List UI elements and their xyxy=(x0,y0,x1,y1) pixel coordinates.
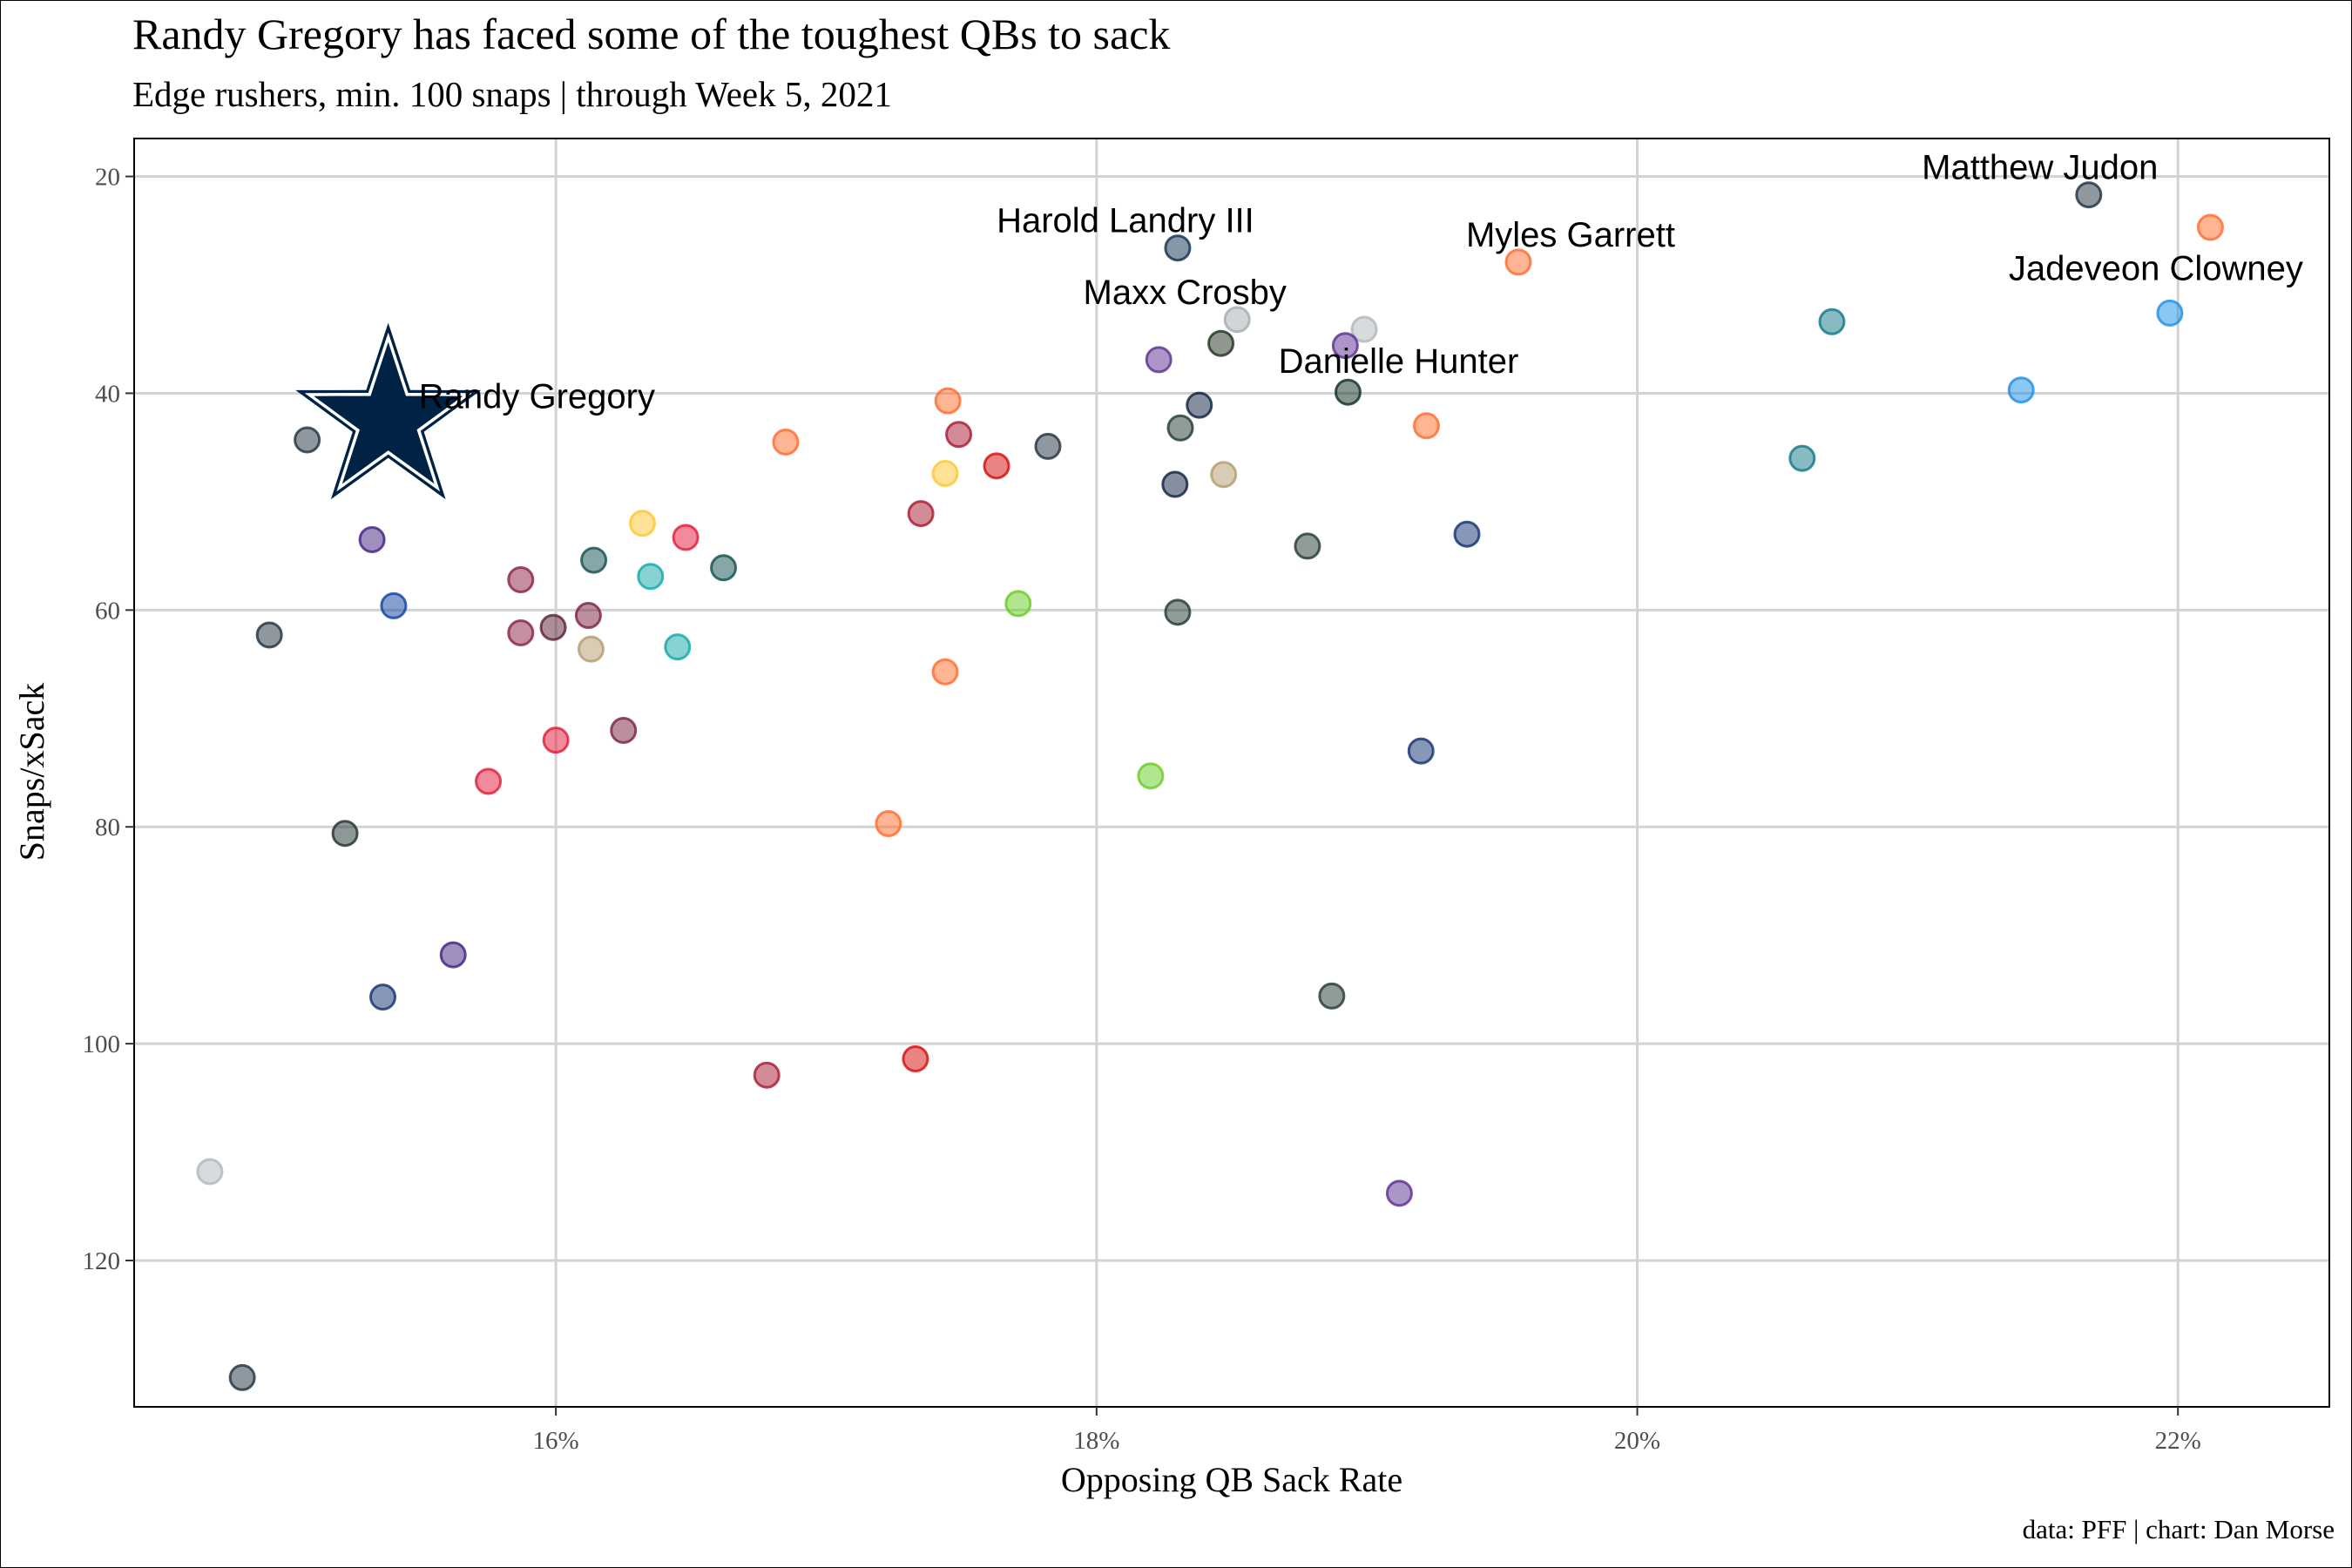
data-point xyxy=(228,1363,256,1391)
y-axis-title: Snaps/xSack xyxy=(12,683,51,861)
y-tick-label: 60 xyxy=(95,597,120,625)
data-point xyxy=(2007,376,2035,404)
data-point xyxy=(358,525,386,553)
data-point xyxy=(580,546,608,574)
x-tick-label: 18% xyxy=(1073,1427,1119,1455)
data-point xyxy=(294,426,321,454)
axis-ticks: 16% 18% 20% 22% 20 40 60 80 100 120 xyxy=(83,164,2201,1455)
data-point xyxy=(255,621,283,649)
data-point xyxy=(380,591,408,619)
data-point xyxy=(1407,737,1435,765)
data-point xyxy=(610,716,638,744)
data-point xyxy=(931,460,959,488)
data-point xyxy=(983,452,1010,480)
data-point xyxy=(1166,414,1194,442)
data-point xyxy=(2156,299,2184,327)
data-point xyxy=(331,820,359,848)
y-tick-label: 80 xyxy=(95,814,120,841)
data-point xyxy=(628,510,656,537)
data-point xyxy=(1331,332,1359,360)
data-point xyxy=(1818,308,1846,335)
data-point xyxy=(577,635,605,663)
data-point xyxy=(664,633,692,661)
data-point xyxy=(507,565,535,593)
point-label: Maxx Crosby xyxy=(1084,274,1287,312)
data-points xyxy=(196,181,2224,1391)
data-point xyxy=(539,613,567,641)
data-point xyxy=(672,524,700,551)
x-tick-label: 20% xyxy=(1614,1427,1660,1455)
data-point xyxy=(1161,470,1189,498)
data-point xyxy=(475,767,503,795)
chart-title: Randy Gregory has faced some of the toug… xyxy=(132,10,1171,58)
point-label: Danielle Hunter xyxy=(1279,342,1519,381)
point-label: Matthew Judon xyxy=(1922,149,2158,187)
data-point xyxy=(753,1061,781,1089)
data-point xyxy=(902,1045,929,1073)
x-tick-label: 16% xyxy=(533,1427,579,1455)
data-point xyxy=(1004,590,1032,618)
data-point xyxy=(637,563,665,591)
highlight-star-icon-core xyxy=(314,341,463,484)
data-point xyxy=(1334,378,1362,406)
y-tick-label: 40 xyxy=(95,380,120,408)
x-tick-label: 22% xyxy=(2155,1427,2201,1455)
data-point xyxy=(1318,982,1346,1010)
data-point xyxy=(369,983,397,1011)
point-label: Randy Gregory xyxy=(419,378,655,416)
data-point xyxy=(1223,306,1251,334)
data-point xyxy=(1453,520,1481,548)
point-label: Jadeveon Clowney xyxy=(2009,249,2303,287)
y-tick-label: 100 xyxy=(83,1031,121,1058)
data-point xyxy=(1210,461,1238,489)
chart-caption: data: PFF | chart: Dan Morse xyxy=(2022,1514,2335,1544)
data-point xyxy=(507,618,535,646)
data-point xyxy=(875,809,902,837)
data-point xyxy=(2075,181,2103,209)
data-point xyxy=(1788,444,1816,472)
data-point xyxy=(1164,598,1192,626)
gridlines xyxy=(134,139,2329,1407)
data-point xyxy=(945,421,973,449)
data-point xyxy=(196,1158,224,1186)
data-point xyxy=(1034,432,1062,460)
point-label: Harold Landry III xyxy=(997,202,1254,240)
point-label: Myles Garrett xyxy=(1466,216,1675,254)
data-point xyxy=(1207,329,1235,357)
data-point xyxy=(542,727,570,754)
data-point xyxy=(907,500,935,528)
data-point xyxy=(710,554,738,582)
data-point xyxy=(1385,1179,1413,1207)
data-point xyxy=(1145,346,1173,374)
x-axis-title: Opposing QB Sack Rate xyxy=(1061,1460,1402,1499)
data-point xyxy=(934,387,962,415)
data-point xyxy=(1164,234,1192,262)
data-point xyxy=(1412,412,1440,440)
data-point xyxy=(574,602,602,630)
plot-panel-border xyxy=(133,138,2330,1408)
point-labels: Randy Gregory Matthew Judon Jadeveon Clown… xyxy=(419,149,2303,416)
y-tick-label: 120 xyxy=(83,1247,121,1275)
data-point xyxy=(2196,213,2224,241)
data-point xyxy=(1186,391,1213,419)
data-point xyxy=(1504,248,1532,276)
data-point xyxy=(772,428,800,456)
data-point xyxy=(931,658,959,686)
y-tick-label: 20 xyxy=(95,164,120,192)
chart-subtitle: Edge rushers, min. 100 snaps | through W… xyxy=(132,74,892,114)
data-point xyxy=(439,941,467,969)
data-point xyxy=(1137,762,1165,790)
data-point xyxy=(1350,315,1378,343)
data-point xyxy=(1294,532,1321,560)
